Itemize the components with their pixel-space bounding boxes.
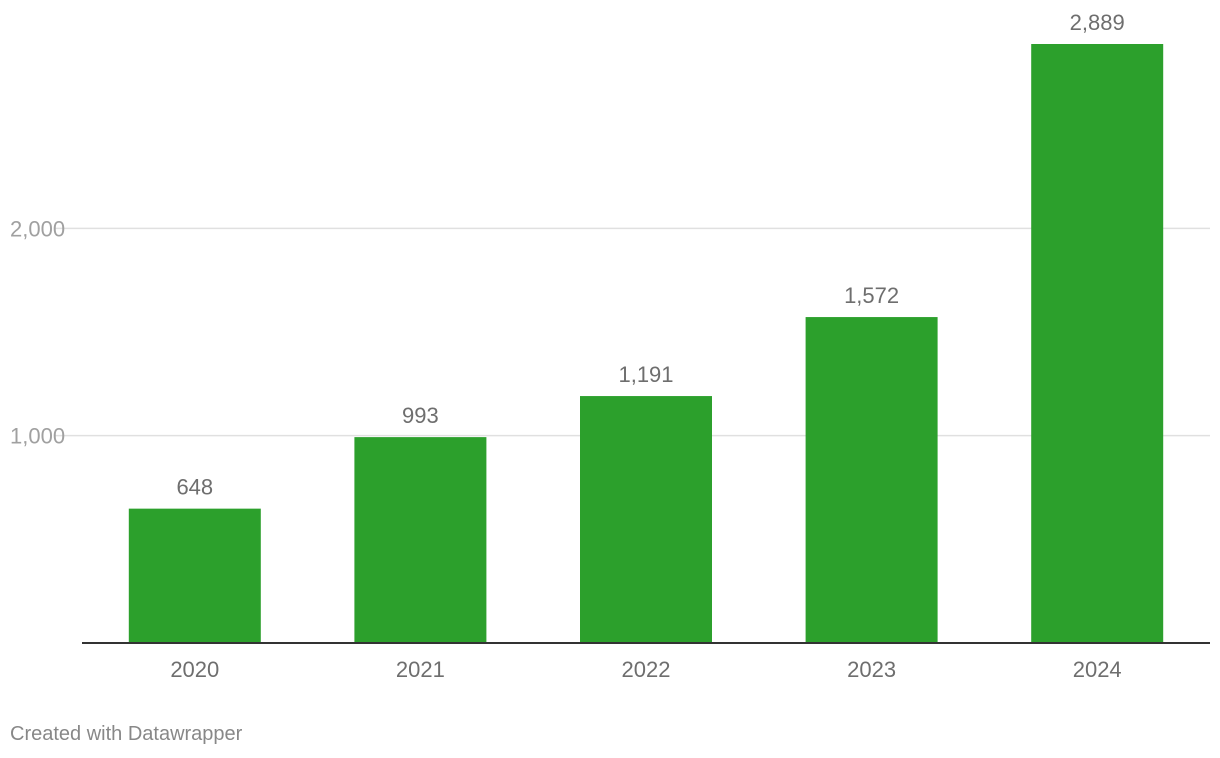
y-tick-label: 1,000: [10, 424, 65, 449]
x-tick-label-2024: 2024: [1073, 657, 1122, 682]
y-tick-label: 2,000: [10, 216, 65, 241]
bar-2023[interactable]: [805, 317, 938, 643]
bar-layer: [128, 44, 1164, 643]
x-tick-label-2023: 2023: [847, 657, 896, 682]
value-label-2021: 993: [402, 403, 439, 428]
bar-2021[interactable]: [354, 437, 487, 643]
bar-2024[interactable]: [1031, 44, 1164, 643]
x-tick-label-2022: 2022: [622, 657, 671, 682]
value-label-2022: 1,191: [618, 362, 673, 387]
value-label-2020: 648: [176, 475, 213, 500]
x-tick-label-2020: 2020: [170, 657, 219, 682]
value-label-2023: 1,572: [844, 283, 899, 308]
bar-2022[interactable]: [580, 396, 712, 643]
datawrapper-credit: Created with Datawrapper: [10, 723, 243, 745]
bar-2020[interactable]: [128, 508, 261, 643]
value-label-2024: 2,889: [1070, 10, 1125, 35]
label-layer: 648 2020 993 2021 1,191 2022 1,572 2023 2,889 202…: [170, 10, 1124, 682]
x-tick-label-2021: 2021: [396, 657, 445, 682]
